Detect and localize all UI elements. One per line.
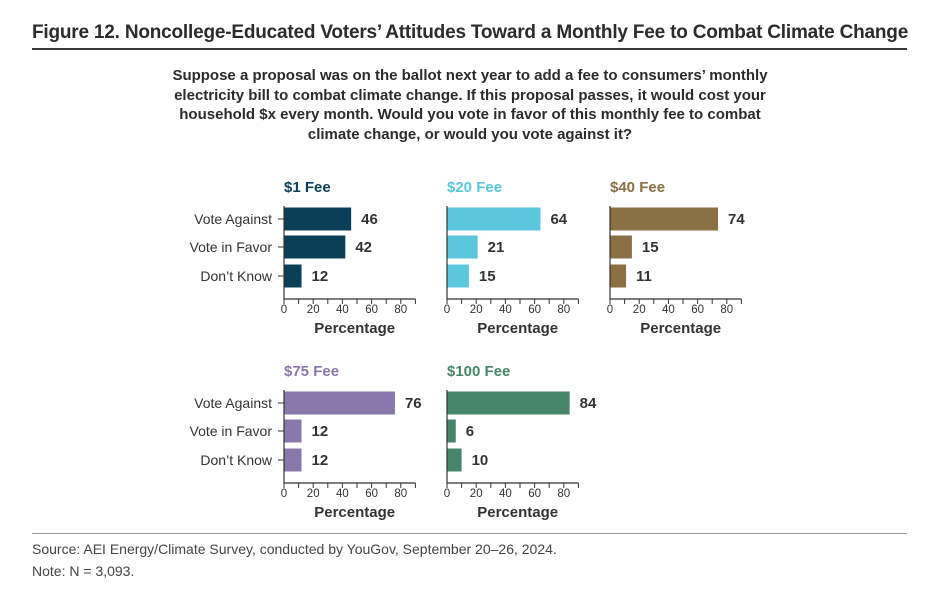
x-tick-label: 20 xyxy=(470,488,483,500)
data-label: 11 xyxy=(636,268,652,285)
bar xyxy=(447,448,462,472)
x-axis-label: Percentage xyxy=(314,504,395,521)
bar xyxy=(284,264,302,288)
data-label: 64 xyxy=(550,211,567,228)
bar xyxy=(610,235,632,259)
x-axis-label: Percentage xyxy=(477,504,558,521)
x-tick-label: 20 xyxy=(307,304,320,316)
data-label: 74 xyxy=(728,211,745,228)
sample-note: Note: N = 3,093. xyxy=(32,563,135,579)
panel-title: $75 Fee xyxy=(284,363,339,380)
data-label: 46 xyxy=(361,211,378,228)
x-tick-label: 0 xyxy=(444,488,450,500)
bar xyxy=(284,235,346,259)
bar xyxy=(610,207,719,231)
bar xyxy=(610,264,627,288)
x-tick-label: 40 xyxy=(336,304,349,316)
bar xyxy=(447,264,469,288)
data-label: 15 xyxy=(479,268,496,285)
bar xyxy=(447,391,570,415)
x-tick-label: 20 xyxy=(633,304,646,316)
x-tick-label: 60 xyxy=(365,304,378,316)
data-label: 84 xyxy=(580,395,597,412)
x-tick-label: 20 xyxy=(470,304,483,316)
data-label: 76 xyxy=(405,395,422,412)
x-tick-label: 80 xyxy=(394,304,407,316)
source-note: Source: AEI Energy/Climate Survey, condu… xyxy=(32,541,557,557)
x-tick-label: 40 xyxy=(499,304,512,316)
survey-question: Suppose a proposal was on the ballot nex… xyxy=(172,67,768,143)
data-label: 42 xyxy=(355,239,372,256)
category-label: Vote in Favor xyxy=(190,423,273,439)
x-tick-label: 60 xyxy=(528,304,541,316)
data-label: 15 xyxy=(642,239,659,256)
x-tick-label: 60 xyxy=(691,304,704,316)
bar xyxy=(447,235,478,259)
x-tick-label: 60 xyxy=(365,488,378,500)
data-label: 21 xyxy=(488,239,505,256)
data-label: 10 xyxy=(472,452,489,469)
panel-title: $20 Fee xyxy=(447,179,502,196)
x-tick-label: 0 xyxy=(607,304,613,316)
panel-title: $1 Fee xyxy=(284,179,331,196)
data-label: 6 xyxy=(466,423,474,440)
x-tick-label: 80 xyxy=(394,488,407,500)
x-tick-label: 40 xyxy=(499,488,512,500)
bar xyxy=(447,207,541,231)
x-axis-label: Percentage xyxy=(314,320,395,337)
x-tick-label: 60 xyxy=(528,488,541,500)
data-label: 12 xyxy=(312,423,329,440)
x-tick-label: 40 xyxy=(662,304,675,316)
bar xyxy=(284,419,302,443)
bar xyxy=(284,448,302,472)
footer-divider xyxy=(32,533,907,534)
x-tick-label: 80 xyxy=(557,304,570,316)
figure-title: Figure 12. Noncollege-Educated Voters’ A… xyxy=(32,22,909,43)
panel-title: $100 Fee xyxy=(447,363,510,380)
x-tick-label: 0 xyxy=(444,304,450,316)
x-tick-label: 40 xyxy=(336,488,349,500)
panel-title: $40 Fee xyxy=(610,179,665,196)
category-label: Vote in Favor xyxy=(190,239,273,255)
title-divider xyxy=(32,48,907,50)
bar xyxy=(284,391,395,415)
data-label: 12 xyxy=(312,452,329,469)
data-label: 12 xyxy=(312,268,329,285)
x-tick-label: 80 xyxy=(557,488,570,500)
bar xyxy=(447,419,456,443)
x-axis-label: Percentage xyxy=(477,320,558,337)
category-label: Don’t Know xyxy=(200,268,272,284)
bar xyxy=(284,207,352,231)
x-tick-label: 20 xyxy=(307,488,320,500)
category-label: Vote Against xyxy=(194,211,272,227)
x-tick-label: 0 xyxy=(281,304,287,316)
x-axis-label: Percentage xyxy=(640,320,721,337)
x-tick-label: 0 xyxy=(281,488,287,500)
category-label: Vote Against xyxy=(194,395,272,411)
x-tick-label: 80 xyxy=(720,304,733,316)
category-label: Don’t Know xyxy=(200,452,272,468)
